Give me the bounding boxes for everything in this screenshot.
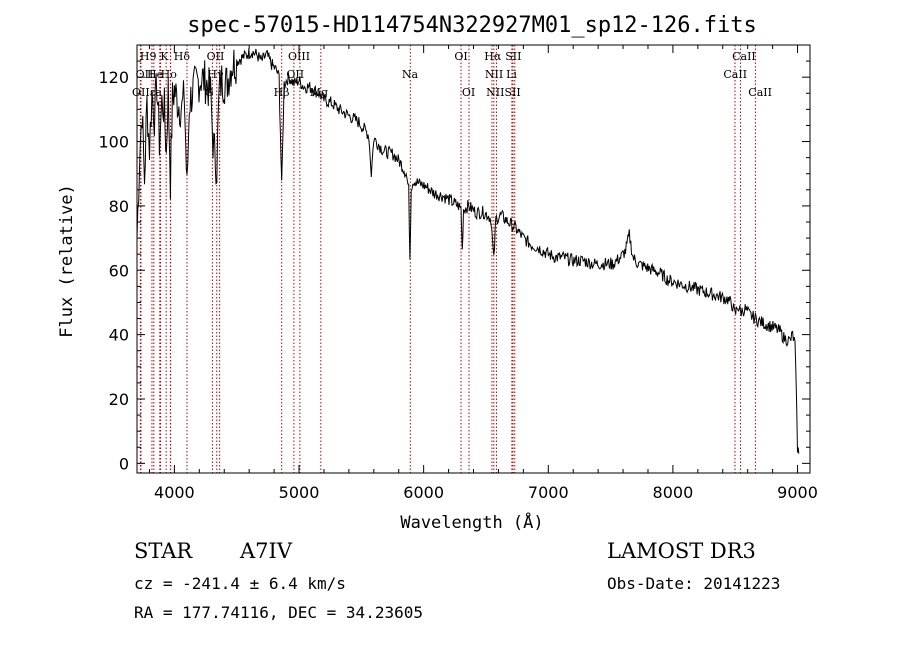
line-label-18: OIIεa [132, 86, 162, 99]
line-label-0: H9 [140, 50, 157, 63]
x-tick-label-3: 7000 [528, 483, 569, 502]
x-tick-label-1: 5000 [279, 483, 320, 502]
y-axis-label: Flux (relative) [57, 184, 77, 338]
line-label-2: Hδ [174, 50, 191, 63]
line-label-21: Mg [310, 86, 328, 99]
line-label-8: CaII [732, 50, 756, 63]
line-label-14: Na [402, 68, 419, 81]
y-tick-label-2: 40 [109, 326, 129, 345]
line-label-11: Ho [161, 68, 178, 81]
emission-line-markers [139, 45, 756, 473]
axis-ticks: 4000 5000 6000 7000 8000 9000 0 20 40 60 80 100 120 [98, 45, 818, 502]
line-label-12: Hγ [207, 68, 224, 81]
line-label-19: G [205, 86, 214, 99]
line-label-20: Hβ [274, 86, 290, 99]
redshift-velocity: cz = -241.4 ± 6.4 km/s [134, 574, 346, 593]
y-tick-label-3: 60 [109, 261, 129, 280]
y-tick-label-0: 0 [119, 454, 129, 473]
y-tick-label-1: 20 [109, 390, 129, 409]
observation-date: Obs-Date: 20141223 [607, 574, 781, 593]
line-label-3: OII [207, 50, 225, 63]
x-tick-label-5: 9000 [777, 483, 818, 502]
x-axis-label: Wavelength (Å) [400, 511, 543, 533]
flux-line [136, 48, 800, 454]
survey-name: LAMOST DR3 [607, 539, 756, 563]
line-label-5: OI [454, 50, 467, 63]
line-label-23: NIISII [486, 86, 521, 99]
plot-frame [136, 44, 811, 474]
line-label-7: SII [505, 50, 521, 63]
line-label-16: Li [506, 68, 517, 81]
object-class: STAR [134, 539, 193, 563]
line-label-9: OII [136, 68, 154, 81]
spectrum-series [136, 48, 800, 454]
x-tick-label-4: 8000 [653, 483, 694, 502]
y-tick-label-5: 100 [98, 133, 129, 152]
y-tick-label-4: 80 [109, 197, 129, 216]
line-label-4: OIII [288, 50, 310, 63]
line-label-15: NII [485, 68, 503, 81]
ra-dec-coordinates: RA = 177.74116, DEC = 34.23605 [134, 603, 423, 622]
line-label-1: K [160, 50, 169, 63]
line-label-17: CaII [723, 68, 747, 81]
object-subclass: A7IV [240, 539, 292, 563]
x-tick-label-0: 4000 [154, 483, 195, 502]
y-tick-label-6: 120 [98, 68, 129, 87]
line-label-13: OII [286, 68, 304, 81]
line-label-22: OI [462, 86, 475, 99]
chart-title: spec-57015-HD114754N322927M01_sp12-126.f… [187, 13, 757, 38]
line-label-10: He [147, 68, 163, 81]
line-label-6: Hα [484, 50, 502, 63]
x-tick-label-2: 6000 [403, 483, 444, 502]
line-label-24: CaII [748, 86, 772, 99]
